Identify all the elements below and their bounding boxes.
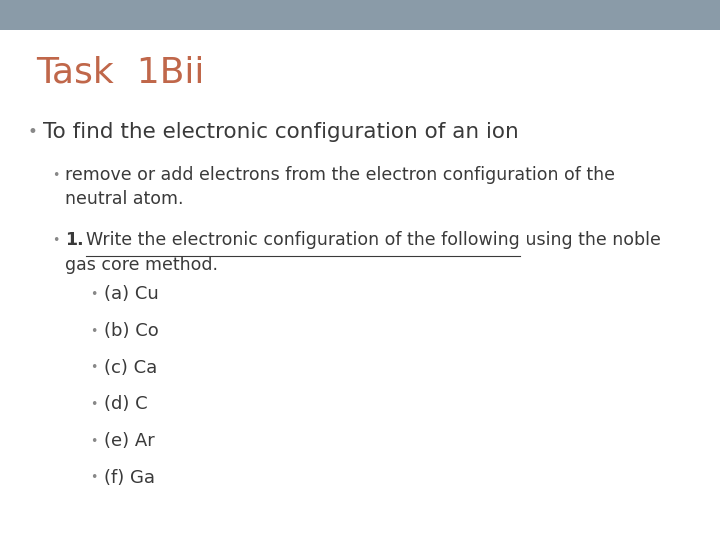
Text: (f) Ga: (f) Ga (104, 469, 156, 487)
Text: •: • (90, 398, 97, 411)
Text: To find the electronic configuration of an ion: To find the electronic configuration of … (43, 122, 519, 143)
Text: •: • (52, 169, 59, 182)
Text: Write the electronic configuration of the following: Write the electronic configuration of th… (86, 231, 520, 249)
Text: (c) Ca: (c) Ca (104, 359, 158, 377)
Text: 1.: 1. (65, 231, 84, 249)
Text: Task  1Bii: Task 1Bii (36, 56, 204, 90)
Text: remove or add electrons from the electron configuration of the: remove or add electrons from the electro… (65, 166, 615, 185)
Text: •: • (52, 234, 59, 247)
Text: •: • (90, 471, 97, 484)
Text: using the noble: using the noble (520, 231, 661, 249)
Text: •: • (90, 325, 97, 338)
Text: (d) C: (d) C (104, 395, 148, 414)
Text: neutral atom.: neutral atom. (65, 190, 184, 208)
Text: (a) Cu: (a) Cu (104, 285, 159, 303)
Text: (b) Co: (b) Co (104, 322, 159, 340)
Text: (e) Ar: (e) Ar (104, 432, 155, 450)
Text: •: • (90, 361, 97, 374)
Text: •: • (27, 123, 37, 141)
Text: gas core method.: gas core method. (65, 255, 218, 274)
Text: •: • (90, 288, 97, 301)
Text: •: • (90, 435, 97, 448)
FancyBboxPatch shape (0, 0, 720, 30)
